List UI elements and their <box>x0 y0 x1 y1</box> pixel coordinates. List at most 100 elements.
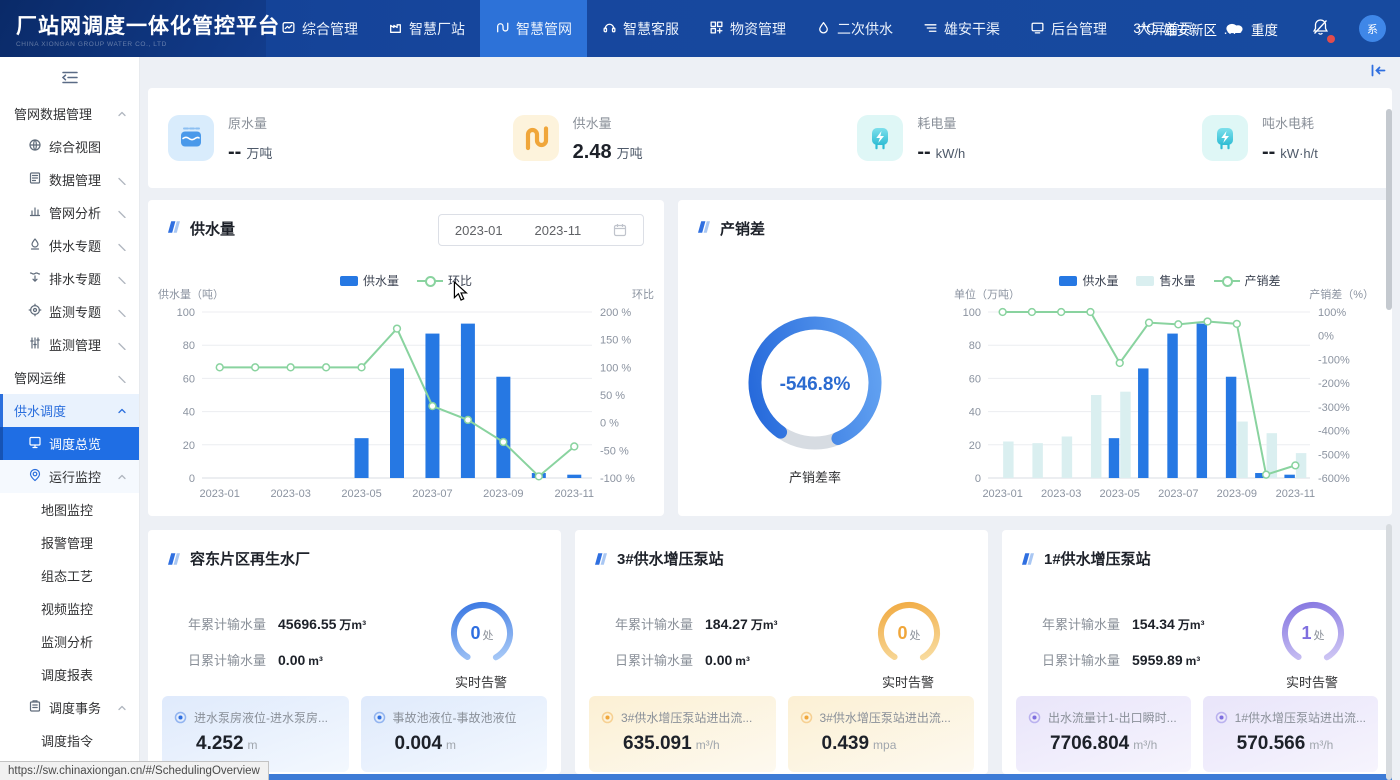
metric-row: 进水泵房液位-进水泵房... 4.252 m 事故池液位-事故池液位 0.004 m <box>162 696 547 772</box>
kpi-label: 耗电量 <box>917 115 957 131</box>
sidebar-item[interactable]: 管网分析 <box>0 196 139 229</box>
sidebar-item[interactable]: 管网运维 <box>0 361 139 394</box>
metric-dot-icon <box>601 711 614 724</box>
metric-tile: 3#供水增压泵站进出流... 635.091 m³/h <box>589 696 776 772</box>
sidebar-item[interactable]: 调度报表 <box>0 658 139 691</box>
legend-item[interactable]: 产销差 <box>1213 272 1281 289</box>
date-end[interactable]: 2023-11 <box>534 222 582 238</box>
metric-row: 3#供水增压泵站进出流... 635.091 m³/h 3#供水增压泵站进出流... 0… <box>589 696 974 772</box>
kpi-label: 供水量 <box>572 115 612 131</box>
sidebar-item[interactable]: 排水专题 <box>0 262 139 295</box>
sidebar-item[interactable]: 调度指令 <box>0 724 139 757</box>
sidebar-item[interactable]: 管网数据管理 <box>0 97 139 130</box>
weather-widget: 3°C 雄安新区 重度 <box>1133 19 1278 39</box>
svg-text:2023-07: 2023-07 <box>1158 488 1198 500</box>
sidebar-item[interactable]: 供水调度 <box>0 394 139 427</box>
kpi-value: 2.48 万吨 <box>572 140 643 163</box>
sidebar-item[interactable]: 供水专题 <box>0 229 139 262</box>
metric-unit: m <box>446 738 457 752</box>
sidebar-item[interactable]: 监测管理 <box>0 328 139 361</box>
legend-item[interactable]: 售水量 <box>1136 272 1196 289</box>
top-nav-item[interactable]: 物资管理 <box>694 0 801 57</box>
station-stats: 年累计输水量 45696.55 万m³ 日累计输水量 0.00 m³ <box>188 616 367 668</box>
sidebar-menu: 管网数据管理综合视图数据管理 管网分析供水专题排水专题 监测专题 监测管理 管网运维 供水… <box>0 97 139 757</box>
stat-value: 5959.89 <box>1132 652 1183 668</box>
panel-collapse-icon[interactable] <box>1371 64 1386 82</box>
metric-title: 出水流量计1-出口瞬时... <box>1048 711 1177 725</box>
legend-label: 售水量 <box>1159 274 1196 288</box>
sidebar-item-label: 综合视图 <box>49 140 102 155</box>
sidebar-item[interactable]: 数据管理 <box>0 163 139 196</box>
secondary-water-icon <box>816 20 831 38</box>
date-start[interactable]: 2023-01 <box>454 222 503 238</box>
chart-canvas: 0 20 40 60 80 100 100% 0% -100% -200% -300% -400% -5… <box>954 287 1374 500</box>
sidebar-item[interactable]: 监测分析 <box>0 625 139 658</box>
svg-text:-200%: -200% <box>1318 378 1350 390</box>
monitor-mgmt-icon <box>28 336 49 353</box>
date-range-picker[interactable]: 2023-01 2023-11 <box>438 214 644 246</box>
top-nav-label: 物资管理 <box>730 20 786 37</box>
top-nav-item[interactable]: 综合管理 <box>266 0 373 57</box>
svg-text:-300%: -300% <box>1318 402 1350 414</box>
svg-text:100 %: 100 % <box>600 362 631 374</box>
weather-temp: 3°C <box>1133 21 1156 36</box>
top-nav-item[interactable]: 智慧厂站 <box>373 0 480 57</box>
sidebar-item[interactable]: 调度事务 <box>0 691 139 724</box>
stat-label: 日累计输水量 <box>615 653 694 668</box>
metric-unit: m³/h <box>695 738 720 752</box>
main-content: 原水量 -- 万吨 供水量 2.48 万吨 耗电量 -- kW/h 吨水电耗 -- kW·h/t 供水… <box>140 57 1400 780</box>
supply-chart-card: 供水量 2023-01 2023-11 供水量 环比 0 20 40 60 80 100 20… <box>148 200 664 516</box>
notification-bell-icon[interactable] <box>1312 18 1335 43</box>
sidebar-item[interactable]: 运行监控 <box>0 460 139 493</box>
user-avatar[interactable]: 系 <box>1359 15 1386 42</box>
sidebar-item[interactable]: 地图监控 <box>0 493 139 526</box>
overview-screen-icon <box>28 435 49 452</box>
kpi-item: 供水量 2.48 万吨 <box>512 113 663 164</box>
sidebar-collapse-button[interactable] <box>0 57 139 97</box>
sidebar-item-label: 地图监控 <box>41 503 94 518</box>
data-icon <box>28 171 49 188</box>
weather-aqi: 重度 <box>1251 22 1278 38</box>
svg-text:-600%: -600% <box>1318 473 1350 485</box>
analysis-icon <box>28 204 49 221</box>
top-nav-label: 智慧客服 <box>623 20 679 37</box>
metric-value: 0.439 mpa <box>821 733 897 754</box>
sidebar-item[interactable]: 组态工艺 <box>0 559 139 592</box>
top-nav-item[interactable]: 智慧客服 <box>587 0 694 57</box>
sidebar-item-label: 供水专题 <box>49 239 102 254</box>
top-nav-item[interactable]: 雄安干渠 <box>908 0 1015 57</box>
title-slash-icon <box>166 219 182 239</box>
top-nav-item[interactable]: 大屏首页 <box>1122 0 1208 57</box>
legend-item[interactable]: 供水量 <box>1059 272 1118 289</box>
sidebar-item[interactable]: 监测专题 <box>0 295 139 328</box>
station-stats: 年累计输水量 184.27 万m³ 日累计输水量 0.00 m³ <box>615 616 778 668</box>
svg-text:2023-07: 2023-07 <box>412 488 452 500</box>
monitor-topic-icon <box>28 303 49 320</box>
scrollbar-thumb[interactable] <box>1386 524 1392 780</box>
supply-chart-title: 供水量 <box>166 218 235 239</box>
kpi-unit: kW/h <box>935 145 966 161</box>
alarm-label: 实时告警 <box>1285 675 1338 690</box>
sidebar-item[interactable]: 视频监控 <box>0 592 139 625</box>
legend-item[interactable]: 供水量 <box>339 272 399 289</box>
station-name: 1#供水增压泵站 <box>1044 551 1151 568</box>
top-nav-item[interactable]: 二次供水 <box>801 0 908 57</box>
sidebar-item[interactable]: 综合视图 <box>0 130 139 163</box>
sidebar-item[interactable]: 调度总览 <box>0 427 139 460</box>
svg-text:0: 0 <box>189 473 195 485</box>
sidebar-item-label: 视频监控 <box>41 602 94 617</box>
top-nav-item[interactable]: 后台管理 <box>1015 0 1122 57</box>
sidebar-item[interactable]: 报警管理 <box>0 526 139 559</box>
top-nav-label: 大屏首页 <box>1137 20 1193 37</box>
top-nav-item[interactable]: 智慧管网 <box>480 0 587 57</box>
kpi-label: 吨水电耗 <box>1261 115 1314 131</box>
stat-value: 184.27 <box>705 616 748 632</box>
station-card: 容东片区再生水厂 年累计输水量 45696.55 万m³ 日累计输水量 0.00 m³ 0 处实… <box>148 530 561 774</box>
svg-text:2023-05: 2023-05 <box>341 488 381 500</box>
supply-icon <box>28 237 49 254</box>
scrollbar-thumb[interactable] <box>1386 109 1392 310</box>
